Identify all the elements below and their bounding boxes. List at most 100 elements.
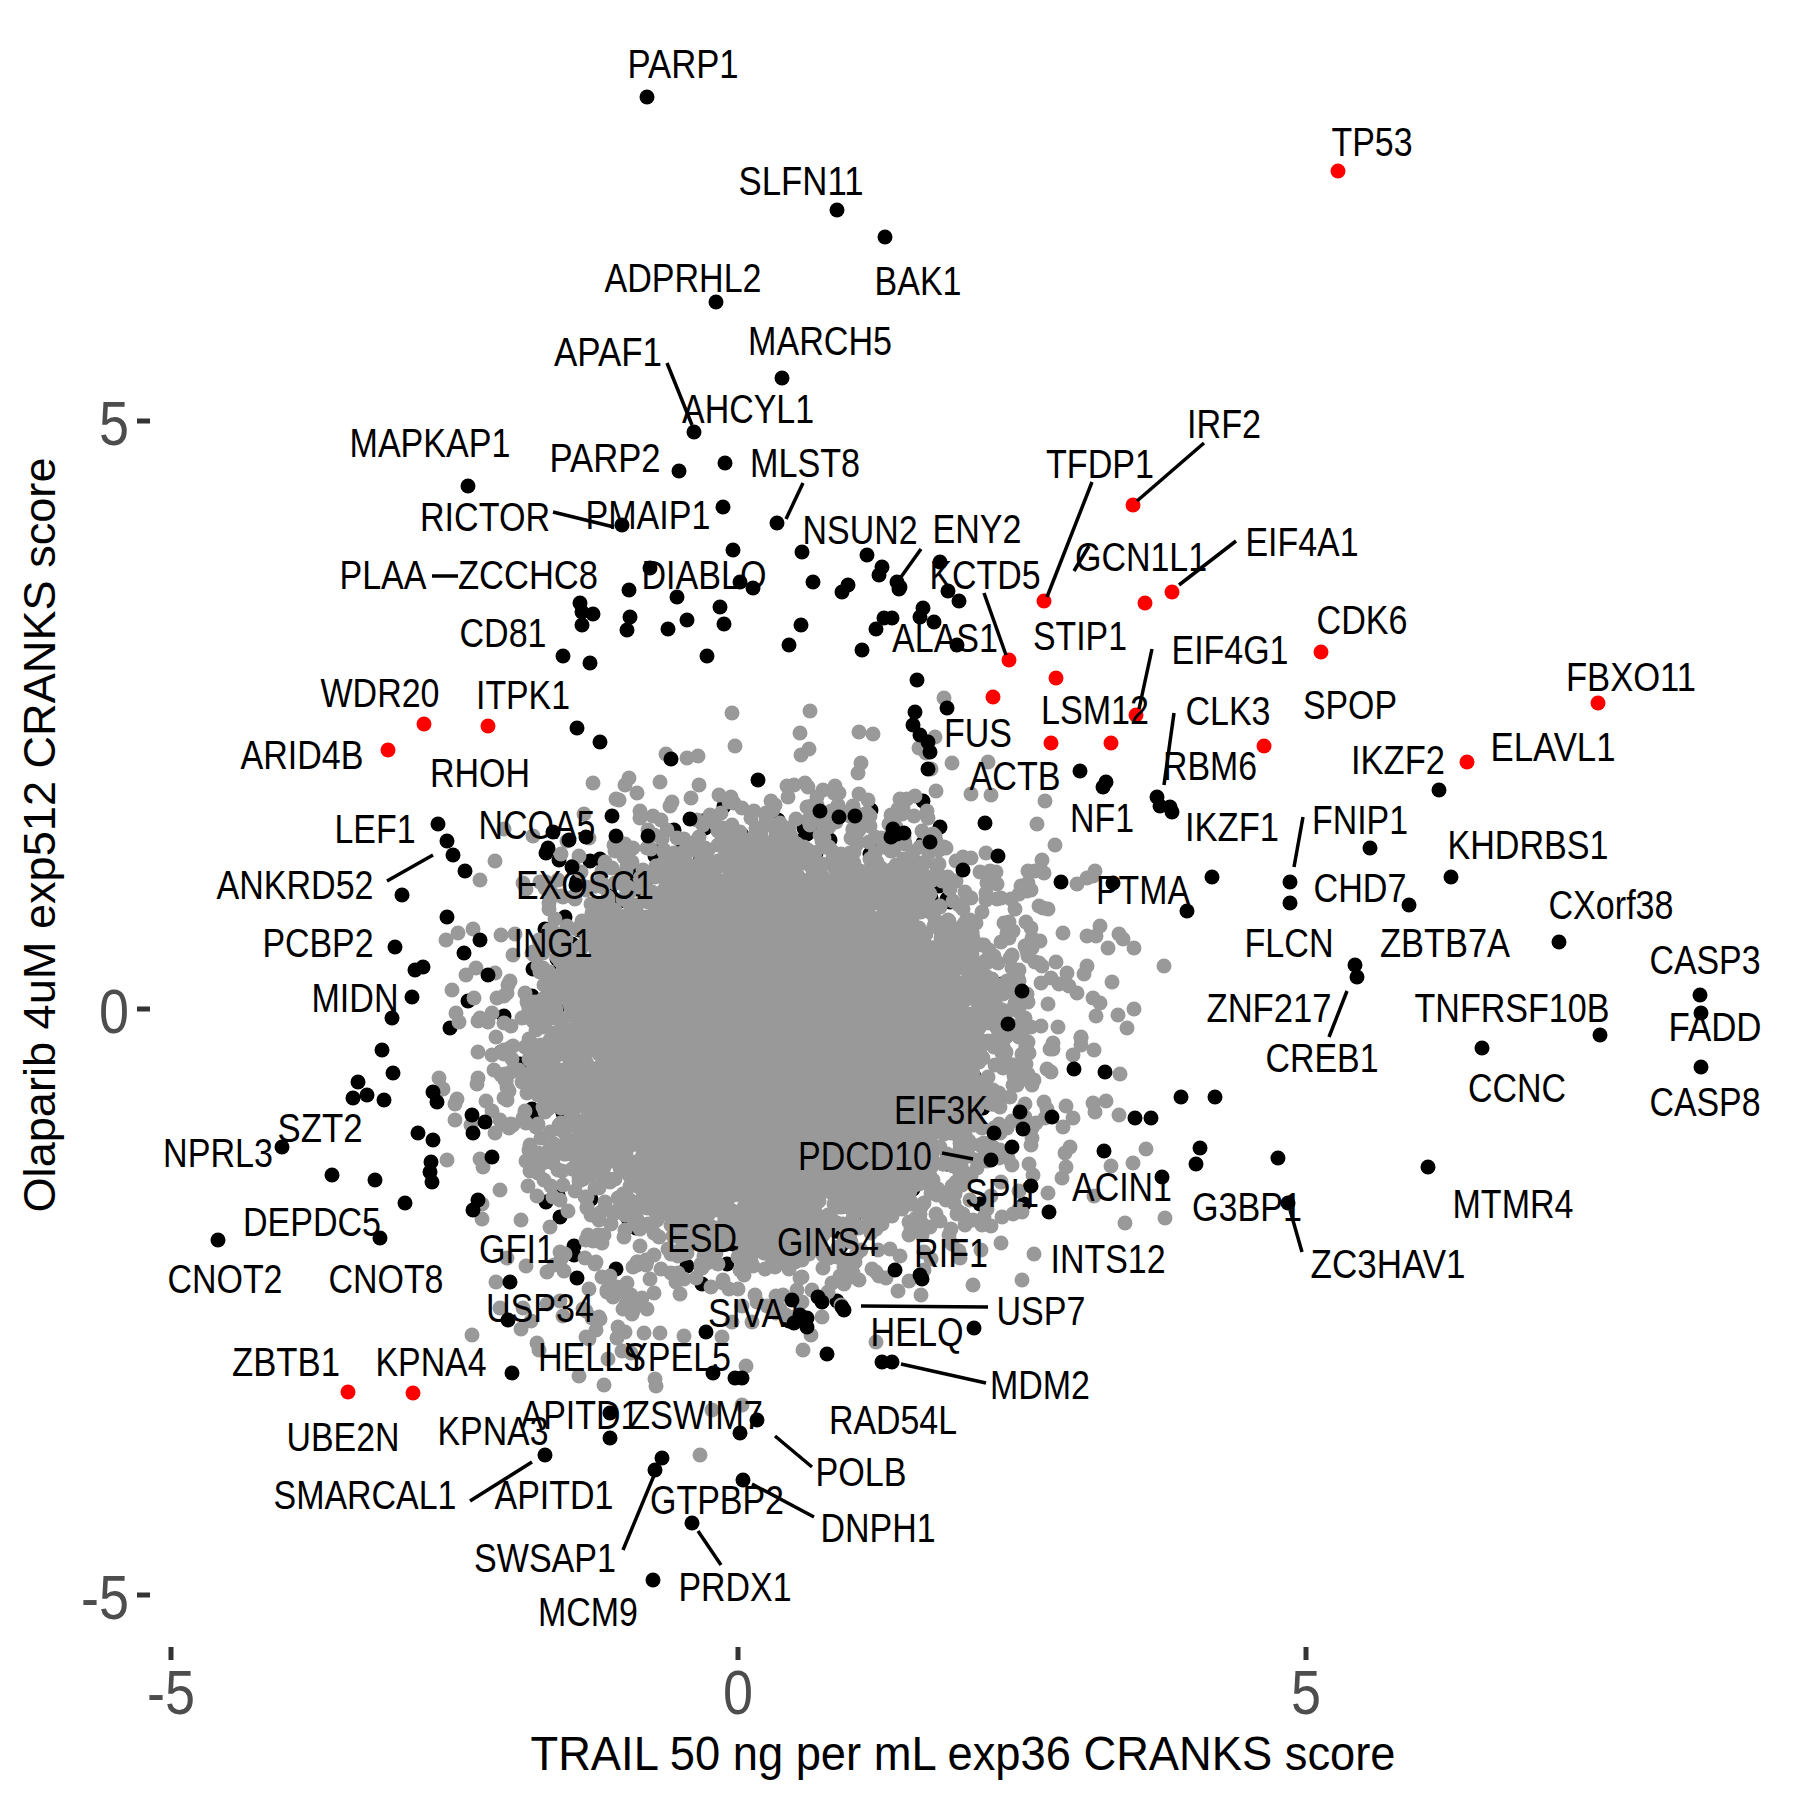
svg-text:ING1: ING1 bbox=[514, 921, 593, 965]
svg-text:PRDX1: PRDX1 bbox=[679, 1565, 792, 1609]
svg-text:GINS4: GINS4 bbox=[777, 1220, 879, 1264]
svg-text:DEPDC5: DEPDC5 bbox=[243, 1200, 381, 1244]
svg-text:AHCYL1: AHCYL1 bbox=[682, 387, 814, 431]
svg-text:RIF1: RIF1 bbox=[914, 1231, 988, 1275]
svg-text:MIDN: MIDN bbox=[312, 976, 399, 1020]
svg-text:CNOT8: CNOT8 bbox=[329, 1257, 444, 1301]
svg-text:USP34: USP34 bbox=[486, 1286, 594, 1330]
svg-text:ARID4B: ARID4B bbox=[241, 733, 364, 777]
svg-text:FNIP1: FNIP1 bbox=[1312, 798, 1408, 842]
svg-text:STIP1: STIP1 bbox=[1033, 614, 1127, 658]
svg-text:SMARCAL1: SMARCAL1 bbox=[274, 1473, 457, 1517]
svg-text:ACTB: ACTB bbox=[970, 754, 1061, 798]
svg-text:APITD1: APITD1 bbox=[521, 1393, 640, 1437]
svg-text:PLAA: PLAA bbox=[340, 553, 427, 597]
svg-text:TNFRSF10B: TNFRSF10B bbox=[1415, 986, 1610, 1030]
svg-text:0: 0 bbox=[99, 976, 129, 1046]
svg-text:DIABLO: DIABLO bbox=[642, 553, 767, 597]
svg-text:CCNC: CCNC bbox=[1468, 1066, 1566, 1110]
svg-text:-5: -5 bbox=[147, 1657, 195, 1727]
svg-text:LEF1: LEF1 bbox=[335, 807, 416, 851]
svg-text:CASP8: CASP8 bbox=[1650, 1080, 1761, 1124]
svg-text:SPI1: SPI1 bbox=[965, 1171, 1039, 1215]
svg-text:POLB: POLB bbox=[816, 1450, 907, 1494]
svg-text:IKZF1: IKZF1 bbox=[1185, 805, 1279, 849]
svg-text:FLCN: FLCN bbox=[1245, 921, 1334, 965]
svg-text:ACIN1: ACIN1 bbox=[1072, 1165, 1172, 1209]
svg-text:SLFN11: SLFN11 bbox=[739, 159, 864, 203]
svg-text:5: 5 bbox=[1291, 1657, 1321, 1727]
svg-text:KPNA4: KPNA4 bbox=[376, 1340, 487, 1384]
svg-text:TFDP1: TFDP1 bbox=[1046, 442, 1154, 486]
svg-text:ZBTB1: ZBTB1 bbox=[232, 1340, 340, 1384]
svg-text:EXOSC1: EXOSC1 bbox=[516, 863, 654, 907]
svg-text:KHDRBS1: KHDRBS1 bbox=[1448, 823, 1609, 867]
svg-text:ADPRHL2: ADPRHL2 bbox=[605, 256, 762, 300]
svg-text:ELAVL1: ELAVL1 bbox=[1491, 725, 1616, 769]
svg-text:NSUN2: NSUN2 bbox=[803, 508, 918, 552]
svg-text:RAD54L: RAD54L bbox=[829, 1398, 957, 1442]
svg-text:APITD1: APITD1 bbox=[495, 1473, 614, 1517]
svg-text:KCTD5: KCTD5 bbox=[930, 553, 1041, 597]
svg-text:USP7: USP7 bbox=[997, 1289, 1086, 1333]
svg-text:FADD: FADD bbox=[1669, 1005, 1762, 1049]
svg-text:CHD7: CHD7 bbox=[1314, 866, 1407, 910]
svg-text:RHOH: RHOH bbox=[430, 751, 530, 795]
svg-text:CLK3: CLK3 bbox=[1186, 689, 1271, 733]
svg-text:TRAIL 50 ng per mL exp36 CRANK: TRAIL 50 ng per mL exp36 CRANKS score bbox=[531, 1727, 1396, 1780]
svg-text:-5: -5 bbox=[81, 1562, 129, 1632]
svg-text:CXorf38: CXorf38 bbox=[1549, 883, 1674, 927]
svg-text:LSM12: LSM12 bbox=[1041, 688, 1149, 732]
svg-text:ZBTB7A: ZBTB7A bbox=[1380, 921, 1510, 965]
svg-text:0: 0 bbox=[723, 1657, 753, 1727]
svg-text:TP53: TP53 bbox=[1332, 120, 1413, 164]
svg-text:CREB1: CREB1 bbox=[1266, 1036, 1379, 1080]
svg-text:SIVA1: SIVA1 bbox=[708, 1291, 804, 1335]
svg-text:GTPBP2: GTPBP2 bbox=[650, 1478, 784, 1522]
svg-text:DNPH1: DNPH1 bbox=[821, 1506, 936, 1550]
svg-text:PCBP2: PCBP2 bbox=[263, 921, 374, 965]
svg-text:RBM6: RBM6 bbox=[1163, 744, 1257, 788]
svg-text:GCN1L1: GCN1L1 bbox=[1075, 535, 1207, 579]
svg-text:ITPK1: ITPK1 bbox=[476, 673, 570, 717]
svg-text:ZC3HAV1: ZC3HAV1 bbox=[1311, 1242, 1466, 1286]
svg-text:PTMA: PTMA bbox=[1096, 868, 1190, 912]
svg-text:SWSAP1: SWSAP1 bbox=[474, 1536, 616, 1580]
svg-text:RICTOR: RICTOR bbox=[420, 495, 550, 539]
svg-text:APAF1: APAF1 bbox=[554, 330, 662, 374]
svg-text:ALAS1: ALAS1 bbox=[892, 616, 998, 660]
svg-text:UBE2N: UBE2N bbox=[287, 1415, 400, 1459]
svg-text:ANKRD52: ANKRD52 bbox=[217, 863, 374, 907]
svg-text:EIF3K: EIF3K bbox=[894, 1088, 988, 1132]
svg-text:HELQ: HELQ bbox=[871, 1310, 964, 1354]
svg-text:NF1: NF1 bbox=[1070, 796, 1134, 840]
svg-text:BAK1: BAK1 bbox=[875, 259, 962, 303]
svg-text:ESD: ESD bbox=[667, 1216, 737, 1260]
svg-text:INTS12: INTS12 bbox=[1051, 1237, 1166, 1281]
svg-text:ZCCHC8: ZCCHC8 bbox=[458, 553, 598, 597]
svg-text:NPRL3: NPRL3 bbox=[163, 1131, 273, 1175]
svg-text:MTMR4: MTMR4 bbox=[1453, 1182, 1574, 1226]
svg-text:ZNF217: ZNF217 bbox=[1207, 986, 1332, 1030]
svg-text:ZSWIM7: ZSWIM7 bbox=[629, 1393, 763, 1437]
svg-text:FUS: FUS bbox=[944, 711, 1012, 755]
svg-text:MAPKAP1: MAPKAP1 bbox=[350, 421, 511, 465]
svg-text:PMAIP1: PMAIP1 bbox=[586, 493, 711, 537]
svg-text:EIF4G1: EIF4G1 bbox=[1172, 628, 1289, 672]
svg-text:ENY2: ENY2 bbox=[933, 507, 1022, 551]
svg-text:IKZF2: IKZF2 bbox=[1351, 738, 1445, 782]
svg-text:SPOP: SPOP bbox=[1303, 683, 1397, 727]
svg-text:PARP1: PARP1 bbox=[628, 42, 739, 86]
svg-text:WDR20: WDR20 bbox=[321, 671, 440, 715]
svg-text:MDM2: MDM2 bbox=[990, 1363, 1090, 1407]
svg-text:MARCH5: MARCH5 bbox=[748, 319, 892, 363]
svg-text:CD81: CD81 bbox=[460, 611, 547, 655]
svg-text:CASP3: CASP3 bbox=[1650, 938, 1761, 982]
svg-text:MCM9: MCM9 bbox=[538, 1590, 638, 1634]
svg-text:EIF4A1: EIF4A1 bbox=[1246, 520, 1359, 564]
svg-text:MLST8: MLST8 bbox=[750, 441, 860, 485]
svg-text:FBXO11: FBXO11 bbox=[1566, 655, 1696, 699]
svg-text:IRF2: IRF2 bbox=[1187, 402, 1261, 446]
svg-text:G3BP1: G3BP1 bbox=[1192, 1185, 1302, 1229]
svg-text:PARP2: PARP2 bbox=[550, 436, 661, 480]
